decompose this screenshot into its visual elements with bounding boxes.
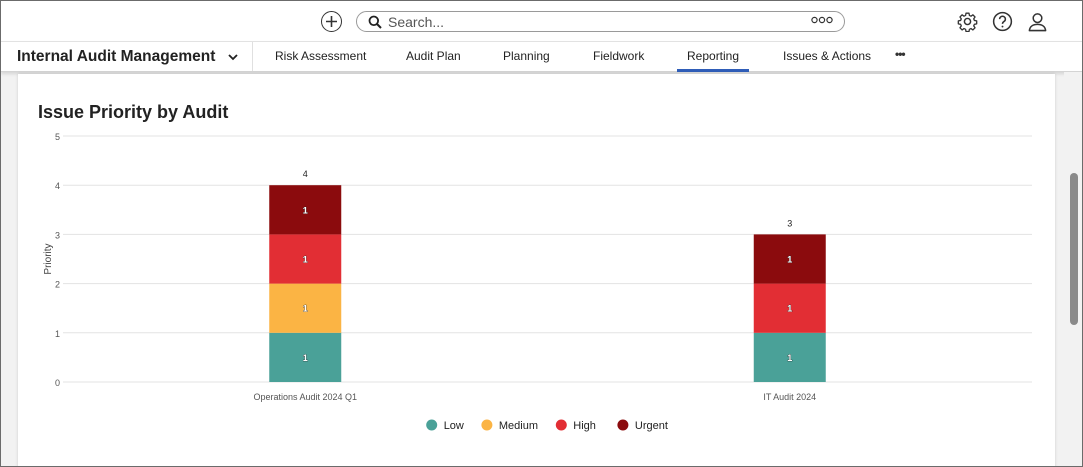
more-tabs-button[interactable]: •••	[895, 47, 906, 61]
y-tick-label: 5	[55, 132, 60, 142]
total-label: 3	[787, 218, 792, 228]
stacked-bar-chart: 0 1 2 3 4 5 Priority 1 1 1 1 4 Operations Audit 2024…	[43, 132, 1032, 432]
search-icon	[368, 15, 382, 29]
legend-swatch-high	[555, 419, 567, 431]
legend-label-medium: Medium	[499, 420, 538, 432]
module-nav: Internal Audit Management Risk Assessmen…	[1, 41, 1082, 72]
scrollbar-thumb[interactable]	[1070, 173, 1078, 325]
bar-segment-urgent	[753, 234, 826, 284]
tab-reporting[interactable]: Reporting	[676, 42, 750, 72]
add-circle-icon[interactable]	[321, 11, 342, 32]
legend-label-high: High	[573, 420, 596, 432]
data-label: 1	[787, 304, 792, 314]
search-input[interactable]	[388, 13, 788, 30]
bar-segment-low	[753, 332, 826, 382]
bar-segment-medium	[269, 283, 342, 333]
total-label: 4	[303, 169, 308, 179]
top-bar	[1, 1, 1082, 41]
legend-label-urgent: Urgent	[635, 420, 668, 432]
plus-icon	[326, 16, 337, 27]
y-tick-label: 4	[55, 181, 60, 191]
search-options-icon[interactable]	[811, 15, 833, 27]
user-icon[interactable]	[1026, 10, 1048, 32]
legend-swatch-medium	[481, 419, 493, 431]
bar-segment-high	[269, 234, 342, 284]
gear-icon[interactable]	[956, 10, 978, 32]
chevron-down-icon	[227, 50, 239, 68]
legend-label-low: Low	[444, 420, 464, 432]
search-bar[interactable]	[356, 11, 845, 32]
data-label: 1	[303, 255, 308, 265]
y-axis-label: Priority	[43, 243, 54, 274]
tab-audit-plan[interactable]: Audit Plan	[406, 49, 461, 63]
chart-title: Issue Priority by Audit	[38, 102, 229, 122]
bar-segment-low	[269, 332, 342, 382]
data-label: 1	[787, 353, 792, 363]
legend-swatch-urgent	[617, 419, 629, 431]
tab-planning[interactable]: Planning	[503, 49, 550, 63]
tab-fieldwork[interactable]: Fieldwork	[593, 49, 645, 63]
tab-issues-actions[interactable]: Issues & Actions	[783, 49, 872, 63]
legend-swatch-low	[426, 419, 438, 431]
y-tick-label: 0	[55, 378, 60, 388]
app-switcher[interactable]: Internal Audit Management	[1, 42, 253, 71]
data-label: 1	[303, 304, 308, 314]
report-panel: Issue Priority by Audit 0 1 2 3 4 5 Priority 1 1…	[18, 74, 1055, 466]
x-tick-label: Operations Audit 2024 Q1	[253, 392, 357, 402]
y-tick-label: 3	[55, 230, 60, 240]
bar-segment-urgent	[269, 185, 342, 235]
data-label: 1	[787, 255, 792, 265]
y-tick-label: 1	[55, 329, 60, 339]
data-label: 1	[303, 353, 308, 363]
bar-segment-high	[753, 283, 826, 333]
app-name: Internal Audit Management	[17, 47, 216, 65]
tab-risk-assessment[interactable]: Risk Assessment	[275, 49, 367, 63]
y-tick-label: 2	[55, 280, 60, 290]
help-icon[interactable]	[991, 10, 1013, 32]
x-tick-label: IT Audit 2024	[763, 392, 816, 402]
data-label: 1	[303, 205, 308, 215]
